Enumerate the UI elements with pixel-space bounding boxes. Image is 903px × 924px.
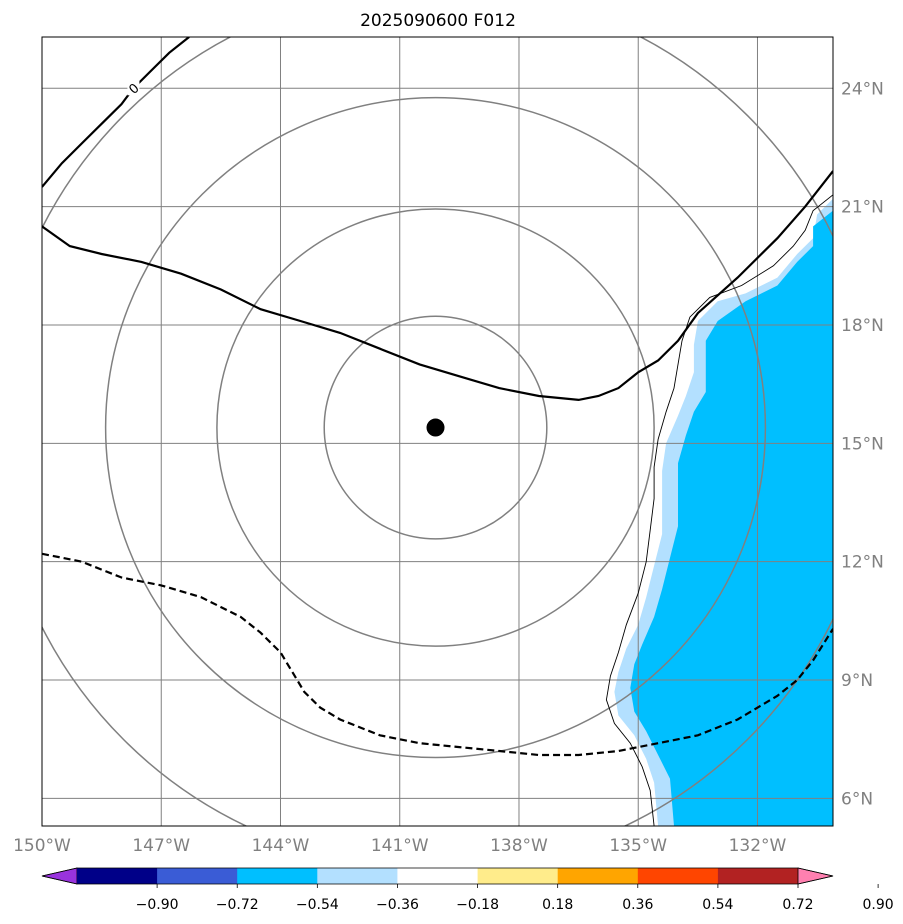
lon-tick-label: 150°W xyxy=(13,836,71,856)
lon-tick-label: 132°W xyxy=(729,836,787,856)
lon-tick-label: 144°W xyxy=(252,836,310,856)
range-ring xyxy=(323,315,548,540)
colorbar-tick-label: 0.90 xyxy=(863,897,894,913)
solid-contour-main xyxy=(42,170,833,402)
dashed-contour xyxy=(42,552,833,757)
colorbar-tick-label: 0.54 xyxy=(702,897,733,913)
colorbar-segment xyxy=(77,868,158,884)
colorbar-segment xyxy=(637,868,719,884)
lon-tick-label: 147°W xyxy=(132,836,190,856)
longitude-tick-labels: 150°W 147°W 144°W 141°W 138°W 135°W 132°W xyxy=(13,836,786,856)
colorbar-tick-label: −0.72 xyxy=(216,897,259,913)
shade-region-dark xyxy=(630,210,833,826)
colorbar-tick-label: −0.36 xyxy=(376,897,419,913)
range-ring xyxy=(216,208,655,647)
colorbar-segment xyxy=(157,868,238,884)
solid-contour-upper xyxy=(42,37,190,188)
lat-tick-label: 18°N xyxy=(841,316,884,336)
lon-tick-label: 135°W xyxy=(609,836,667,856)
colorbar-extend-high xyxy=(797,867,834,885)
colorbar-tick-label: −0.18 xyxy=(456,897,499,913)
lon-tick-label: 138°W xyxy=(490,836,548,856)
colorbar-segment xyxy=(557,868,639,884)
lat-tick-label: 6°N xyxy=(841,789,873,809)
lat-tick-label: 9°N xyxy=(841,671,873,691)
colorbar-tick-label: 0.36 xyxy=(622,897,653,913)
lon-tick-label: 141°W xyxy=(371,836,429,856)
range-ring xyxy=(104,96,767,759)
colorbar-segment xyxy=(477,868,559,884)
lat-tick-label: 15°N xyxy=(841,434,884,454)
colorbar-segment xyxy=(317,868,398,884)
colorbar-tick-label: 0.72 xyxy=(782,897,813,913)
map-plot-area: 0 xyxy=(42,37,833,826)
colorbar-tick-label: −0.54 xyxy=(296,897,339,913)
colorbar-outline xyxy=(41,867,834,885)
colorbar-segment xyxy=(717,868,799,884)
map-frame xyxy=(41,36,834,827)
colorbar-segment xyxy=(237,868,318,884)
colorbar: −0.90 −0.72 −0.54 −0.36 −0.18 0.18 0.36 0.54 0.7… xyxy=(41,867,894,913)
lat-tick-label: 21°N xyxy=(841,198,884,218)
thin-contour-line xyxy=(605,194,833,826)
latitude-tick-labels: 6°N 9°N 12°N 15°N 18°N 21°N 24°N xyxy=(841,79,884,809)
colorbar-tick-label: 0.18 xyxy=(542,897,573,913)
lat-tick-label: 24°N xyxy=(841,79,884,99)
colorbar-tick-label: −0.90 xyxy=(136,897,179,913)
colorbar-segment xyxy=(397,868,478,884)
contour-label-bg xyxy=(127,80,140,96)
chart-title: 2025090600 F012 xyxy=(360,11,516,31)
storm-center-marker xyxy=(426,418,445,437)
lat-tick-label: 12°N xyxy=(841,553,884,573)
colorbar-extend-low xyxy=(41,867,78,885)
